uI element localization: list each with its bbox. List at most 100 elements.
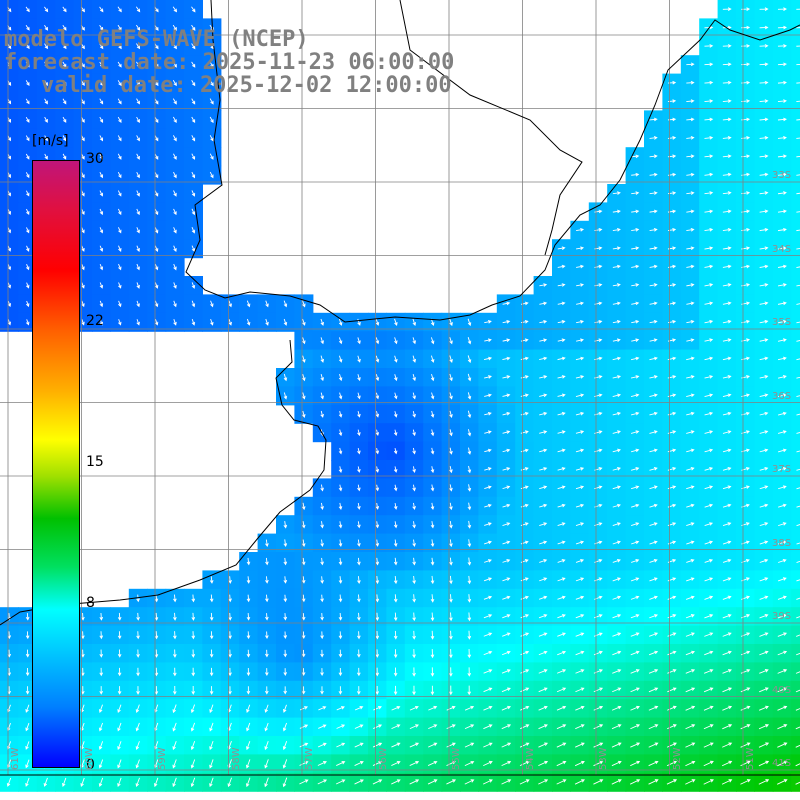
wind-arrow [173,300,177,308]
wind-arrow [741,227,751,232]
wind-arrow [191,116,196,124]
wind-arrow [25,80,30,86]
wind-arrow [246,686,251,695]
wind-cell [791,147,800,167]
wind-arrow [575,724,585,730]
wind-arrow [612,485,621,490]
wind-arrow [685,614,695,619]
wind-arrow [685,632,695,637]
wind-arrow [777,650,788,656]
wind-arrow [173,171,177,179]
wind-arrow [44,135,48,142]
wind-arrow [81,612,85,621]
wind-arrow [99,649,104,658]
wind-arrow [631,522,640,526]
wind-arrow [136,319,140,326]
wind-arrow [191,208,196,216]
wind-arrow [191,43,196,50]
wind-arrow [172,80,177,87]
wind-cell [791,662,800,682]
wind-arrow [576,246,585,251]
wind-arrow [338,447,343,455]
wind-cell [791,202,800,222]
wind-arrow [283,373,288,382]
wind-arrow [759,319,769,324]
wind-arrow [136,61,141,68]
wind-arrow [501,687,511,693]
wind-arrow [612,503,621,508]
wind-arrow [539,356,548,361]
wind-arrow [228,667,232,677]
wind-arrow [99,263,104,271]
wind-arrow [320,576,324,584]
wind-arrow [191,282,196,289]
wind-arrow [7,282,12,289]
wind-arrow [704,154,714,159]
wind-arrow [228,300,232,308]
wind-arrow [412,337,416,345]
wind-arrow [612,467,621,471]
wind-arrow [412,411,416,418]
wind-arrow [649,191,658,195]
wind-arrow [357,649,361,658]
wind-arrow [501,724,512,730]
wind-arrow [612,522,621,526]
wind-arrow [704,117,714,122]
wind-arrow [81,300,85,308]
wind-arrow [575,742,585,748]
wind-arrow [227,777,232,788]
wind-arrow [722,687,733,693]
wind-arrow [722,99,732,103]
wind-arrow [484,467,492,471]
wind-arrow [393,649,398,659]
wind-arrow [136,190,140,197]
wind-arrow [576,301,584,306]
wind-arrow [722,522,732,527]
wind-arrow [484,393,492,398]
wind-arrow [686,558,695,563]
wind-arrow [393,667,398,677]
wind-arrow [612,411,621,416]
wind-arrow [99,282,104,289]
wind-arrow [741,595,751,600]
wind-arrow [594,375,603,379]
wind-arrow [759,375,769,379]
wind-arrow [538,760,549,767]
wind-arrow [593,760,604,767]
wind-arrow [338,337,343,345]
wind-arrow [336,761,346,766]
wind-arrow [338,631,343,640]
wind-arrow [796,432,800,434]
wind-arrow [630,595,640,600]
wind-arrow [118,227,122,234]
wind-arrow [338,392,343,400]
wind-arrow [154,631,159,640]
wind-arrow [428,742,438,748]
wind-arrow [228,576,232,584]
wind-arrow [135,722,140,732]
wind-arrow [722,669,732,674]
wind-arrow [484,448,492,453]
wind-arrow [393,429,398,437]
wind-arrow [357,411,361,418]
wind-arrow [740,650,751,656]
wind-arrow [594,411,603,416]
wind-arrow [539,503,548,508]
wind-arrow [25,704,30,713]
wind-arrow [539,283,548,287]
wind-arrow [483,760,493,767]
wind-arrow [354,724,364,729]
wind-arrow [136,686,140,695]
wind-arrow [464,779,475,785]
wind-arrow [283,631,288,640]
wind-arrow [7,227,12,234]
wind-arrow [777,172,787,177]
wind-arrow [686,503,695,508]
wind-arrow [245,777,251,788]
wind-arrow [412,557,416,566]
wind-arrow [154,135,159,142]
wind-arrow [557,411,566,416]
wind-arrow [209,740,214,751]
wind-arrow [449,355,453,363]
wind-arrow [81,153,85,160]
